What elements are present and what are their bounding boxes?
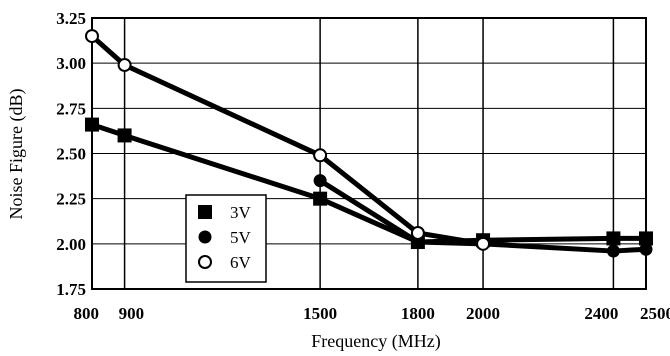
data-point-6v (476, 236, 491, 251)
x-tick-label: 900 (119, 304, 144, 323)
data-point-6v (117, 57, 132, 72)
data-point-6v (313, 148, 328, 163)
y-tick-label: 2.75 (56, 99, 86, 118)
y-tick-labels: 1.75 2.00 2.25 2.50 2.75 3.00 3.25 (56, 9, 86, 299)
series-line-6v (90, 34, 484, 247)
data-point-3v (117, 128, 132, 143)
data-point-3v (639, 231, 653, 246)
x-tick-label: 1800 (401, 304, 435, 323)
series-markers (85, 29, 653, 258)
data-point-3v (85, 117, 99, 132)
x-tick-label: 2000 (466, 304, 500, 323)
data-point-5v (606, 244, 620, 258)
y-tick-label: 2.00 (56, 235, 86, 254)
data-point-6v (85, 29, 99, 44)
y-tick-label: 3.00 (56, 54, 86, 73)
x-tick-labels: 800 900 1500 1800 2000 2400 2500 (74, 304, 670, 323)
x-tick-label: 800 (74, 304, 100, 323)
legend-marker-3v (198, 205, 212, 219)
legend: 3V 5V 6V (185, 194, 267, 283)
data-point-3v (313, 191, 328, 206)
y-tick-label: 1.75 (56, 280, 86, 299)
data-point-3v (606, 231, 621, 246)
x-tick-label: 2400 (584, 304, 618, 323)
x-tick-label: 2500 (640, 304, 670, 323)
y-tick-label: 2.50 (56, 145, 86, 164)
data-point-5v (313, 174, 327, 188)
legend-label-3v: 3V (230, 203, 252, 222)
y-tick-label: 2.25 (56, 190, 86, 209)
series-line-3v (91, 122, 646, 245)
legend-label-5v: 5V (230, 228, 252, 247)
data-point-6v (410, 225, 425, 240)
series-lines (90, 34, 647, 254)
y-axis-title: Noise Figure (dB) (6, 89, 27, 220)
plot-frame (91, 17, 647, 290)
x-axis-title: Frequency (MHz) (311, 331, 440, 352)
legend-marker-6v (198, 255, 212, 269)
x-tick-label: 1500 (303, 304, 337, 323)
y-tick-label: 3.25 (56, 9, 86, 28)
data-point-5v (639, 242, 653, 256)
legend-label-6v: 6V (230, 253, 252, 272)
legend-marker-5v (198, 230, 212, 244)
